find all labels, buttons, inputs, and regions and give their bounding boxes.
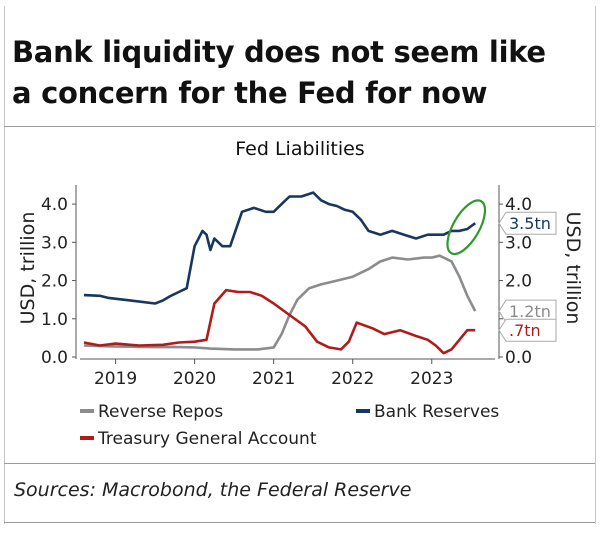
callout-label: 3.5tn bbox=[509, 214, 551, 233]
y-tick-label-right: 2.0 bbox=[505, 272, 532, 292]
y-tick-label-right: 4.0 bbox=[505, 195, 532, 215]
callout-label: .7tn bbox=[509, 321, 541, 340]
divider-bottom bbox=[4, 463, 595, 464]
legend-label: Treasury General Account bbox=[97, 429, 317, 449]
callout-treasury-general-account: .7tn bbox=[498, 318, 557, 342]
callout-label: 1.2tn bbox=[509, 302, 551, 321]
callout-box bbox=[498, 211, 557, 235]
highlight-ellipse bbox=[446, 199, 487, 256]
x-tick-label: 2020 bbox=[173, 369, 216, 389]
card-frame bbox=[4, 6, 596, 524]
legend-item-bank-reserves: Bank Reserves bbox=[356, 402, 499, 422]
series-line-treasury-general-account bbox=[83, 288, 476, 355]
divider-end bbox=[4, 522, 595, 523]
x-tick-label: 2022 bbox=[331, 369, 374, 389]
y-tick-label-left: 0.0 bbox=[41, 348, 68, 368]
callout-reverse-repos: 1.2tn bbox=[498, 299, 557, 323]
divider-top bbox=[4, 126, 595, 127]
y-axis-title-left: USD, trillion bbox=[17, 212, 39, 325]
y-tick-label-right: 3.0 bbox=[505, 233, 532, 253]
x-tick-label: 2019 bbox=[94, 369, 137, 389]
page-title: Bank liquidity does not seem like a conc… bbox=[12, 35, 546, 110]
legend-item-treasury-general-account: Treasury General Account bbox=[80, 429, 317, 449]
x-tick-label: 2021 bbox=[252, 369, 295, 389]
legend-label: Reverse Repos bbox=[98, 402, 223, 422]
y-tick-label-right: 0.0 bbox=[505, 348, 532, 368]
y-tick-label-left: 1.0 bbox=[41, 310, 68, 330]
y-axis-title-right: USD, trillion bbox=[562, 212, 584, 325]
y-tick-label-left: 4.0 bbox=[41, 195, 68, 215]
legend-item-reverse-repos: Reverse Repos bbox=[80, 402, 223, 422]
series-line-bank-reserves bbox=[83, 191, 476, 305]
series-line-reverse-repos bbox=[83, 254, 477, 351]
y-tick-label-left: 2.0 bbox=[41, 272, 68, 292]
callout-box bbox=[498, 318, 557, 342]
source-note: Sources: Macrobond, the Federal Reserve bbox=[14, 479, 412, 501]
chart-title: Fed Liabilities bbox=[235, 138, 364, 160]
x-tick-label: 2023 bbox=[410, 369, 453, 389]
callout-bank-reserves: 3.5tn bbox=[498, 211, 557, 235]
y-tick-label-left: 3.0 bbox=[41, 233, 68, 253]
legend-label: Bank Reserves bbox=[374, 402, 499, 422]
